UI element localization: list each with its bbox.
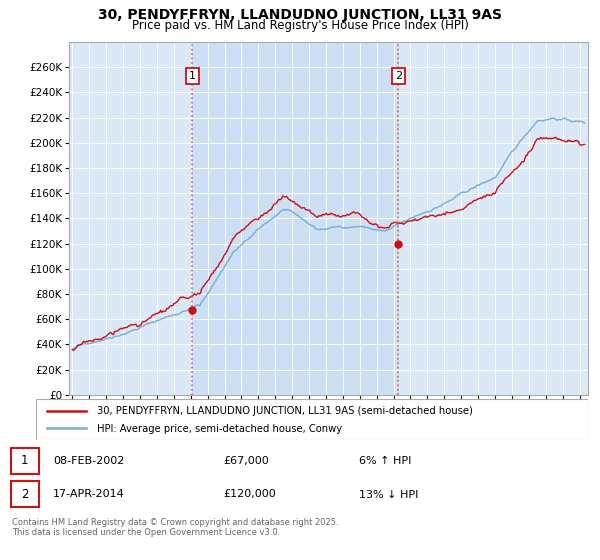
- Text: HPI: Average price, semi-detached house, Conwy: HPI: Average price, semi-detached house,…: [97, 424, 342, 434]
- Text: 1: 1: [189, 71, 196, 81]
- FancyBboxPatch shape: [11, 448, 39, 474]
- Text: 30, PENDYFFRYN, LLANDUDNO JUNCTION, LL31 9AS (semi-detached house): 30, PENDYFFRYN, LLANDUDNO JUNCTION, LL31…: [97, 407, 473, 417]
- Text: 08-FEB-2002: 08-FEB-2002: [53, 456, 124, 466]
- FancyBboxPatch shape: [36, 399, 588, 440]
- Text: 2: 2: [395, 71, 402, 81]
- Text: 17-APR-2014: 17-APR-2014: [53, 489, 125, 500]
- Bar: [193, 42, 398, 395]
- Text: Contains HM Land Registry data © Crown copyright and database right 2025.
This d: Contains HM Land Registry data © Crown c…: [12, 518, 338, 538]
- Text: 30, PENDYFFRYN, LLANDUDNO JUNCTION, LL31 9AS: 30, PENDYFFRYN, LLANDUDNO JUNCTION, LL31…: [98, 8, 502, 22]
- Text: £67,000: £67,000: [224, 456, 269, 466]
- Text: Price paid vs. HM Land Registry's House Price Index (HPI): Price paid vs. HM Land Registry's House …: [131, 19, 469, 32]
- Text: 2: 2: [21, 488, 29, 501]
- Text: 1: 1: [21, 454, 29, 468]
- Text: 13% ↓ HPI: 13% ↓ HPI: [359, 489, 418, 500]
- Text: £120,000: £120,000: [224, 489, 277, 500]
- FancyBboxPatch shape: [11, 482, 39, 507]
- Text: 6% ↑ HPI: 6% ↑ HPI: [359, 456, 411, 466]
